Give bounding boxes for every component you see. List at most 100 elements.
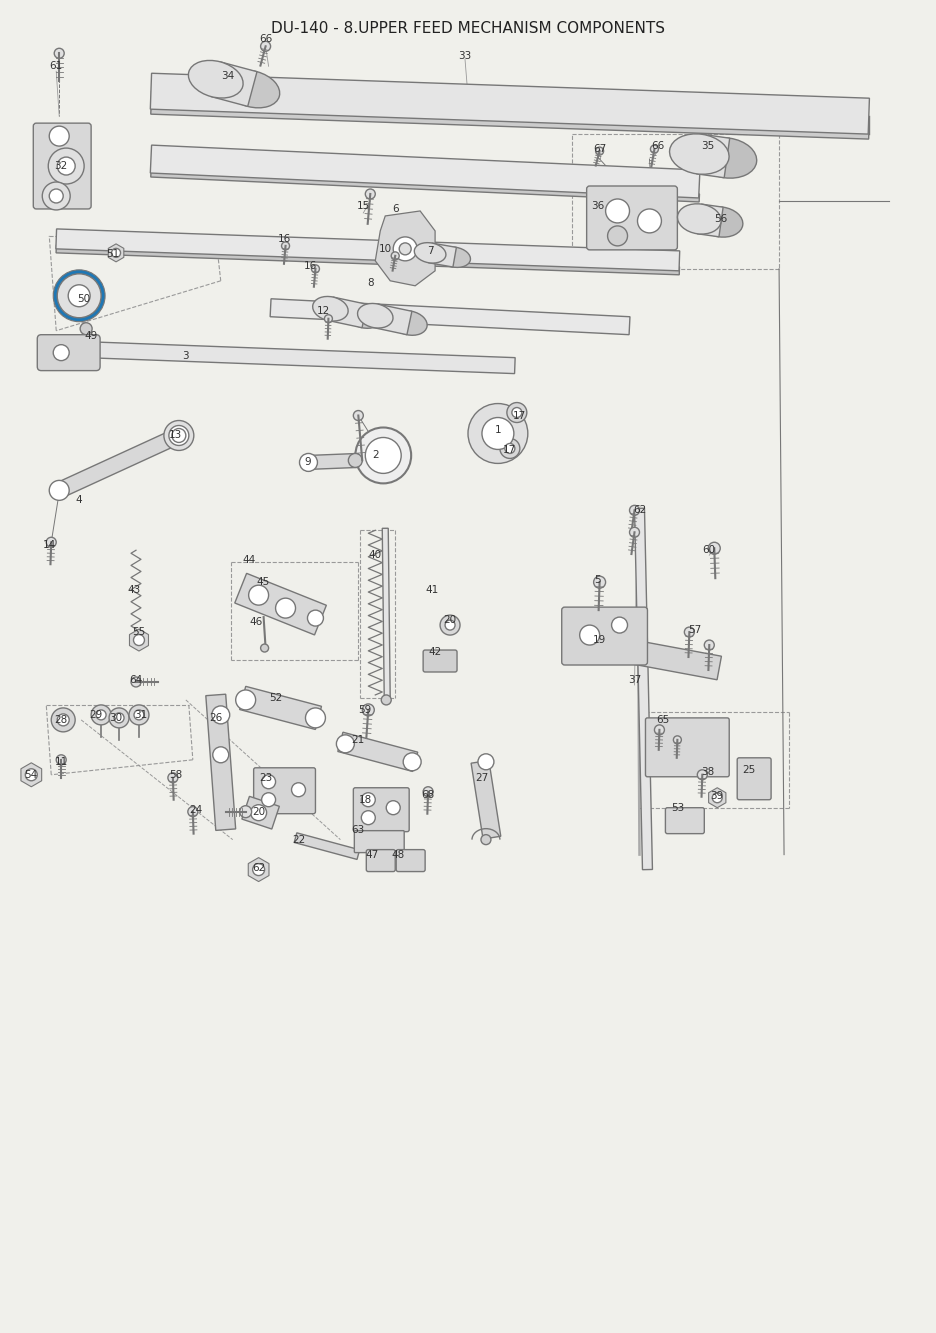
Circle shape xyxy=(704,640,714,651)
Polygon shape xyxy=(709,788,726,808)
Circle shape xyxy=(68,285,90,307)
Text: 52: 52 xyxy=(269,693,282,702)
Polygon shape xyxy=(56,229,680,271)
Circle shape xyxy=(500,439,519,459)
Polygon shape xyxy=(373,304,412,335)
Circle shape xyxy=(611,617,627,633)
Polygon shape xyxy=(635,508,652,869)
Circle shape xyxy=(253,864,265,876)
Circle shape xyxy=(50,189,64,203)
Circle shape xyxy=(49,148,84,184)
FancyBboxPatch shape xyxy=(34,123,91,209)
Text: 60: 60 xyxy=(703,545,716,556)
Text: 53: 53 xyxy=(671,802,684,813)
Polygon shape xyxy=(294,833,359,860)
Circle shape xyxy=(25,769,37,781)
Circle shape xyxy=(630,505,639,516)
Text: 44: 44 xyxy=(242,556,256,565)
Circle shape xyxy=(325,315,332,323)
Circle shape xyxy=(593,576,606,588)
Ellipse shape xyxy=(669,133,729,175)
Polygon shape xyxy=(109,244,124,261)
Polygon shape xyxy=(241,796,279,829)
Text: 31: 31 xyxy=(135,710,148,720)
Circle shape xyxy=(129,705,149,725)
Circle shape xyxy=(236,690,256,710)
Text: 7: 7 xyxy=(427,245,433,256)
Text: 62: 62 xyxy=(252,862,265,873)
FancyBboxPatch shape xyxy=(354,788,409,832)
Circle shape xyxy=(260,644,269,652)
Circle shape xyxy=(134,710,144,720)
Ellipse shape xyxy=(678,204,721,235)
Text: 55: 55 xyxy=(132,627,146,637)
Text: 63: 63 xyxy=(352,825,365,834)
Text: 29: 29 xyxy=(90,710,103,720)
Circle shape xyxy=(134,635,144,645)
Text: 49: 49 xyxy=(84,331,97,341)
Polygon shape xyxy=(271,299,630,335)
Text: 24: 24 xyxy=(189,805,202,814)
Text: 38: 38 xyxy=(701,766,714,777)
Circle shape xyxy=(697,769,708,780)
FancyBboxPatch shape xyxy=(423,651,457,672)
Circle shape xyxy=(709,543,720,555)
Circle shape xyxy=(53,345,69,361)
Circle shape xyxy=(168,773,178,782)
Circle shape xyxy=(168,425,189,445)
Text: 30: 30 xyxy=(110,713,123,722)
Text: 41: 41 xyxy=(426,585,439,595)
Circle shape xyxy=(51,708,75,732)
Circle shape xyxy=(637,209,662,233)
Ellipse shape xyxy=(313,296,348,321)
Circle shape xyxy=(164,420,194,451)
Polygon shape xyxy=(56,245,680,275)
Circle shape xyxy=(468,404,528,464)
Circle shape xyxy=(336,734,355,753)
Circle shape xyxy=(446,620,455,631)
Circle shape xyxy=(400,243,411,255)
Text: 10: 10 xyxy=(379,244,392,253)
Circle shape xyxy=(387,801,401,814)
Text: 3: 3 xyxy=(183,351,189,361)
Text: 34: 34 xyxy=(221,71,234,81)
Text: 43: 43 xyxy=(127,585,140,595)
Polygon shape xyxy=(235,573,327,635)
Text: 33: 33 xyxy=(459,51,472,61)
Circle shape xyxy=(291,782,305,797)
Circle shape xyxy=(262,793,275,806)
Polygon shape xyxy=(308,453,358,469)
Circle shape xyxy=(240,805,252,817)
Polygon shape xyxy=(212,61,257,107)
FancyBboxPatch shape xyxy=(562,607,648,665)
Text: 16: 16 xyxy=(304,261,317,271)
Polygon shape xyxy=(382,528,390,700)
Circle shape xyxy=(54,48,65,59)
Polygon shape xyxy=(328,297,367,328)
Polygon shape xyxy=(151,73,870,135)
Polygon shape xyxy=(248,857,269,881)
Polygon shape xyxy=(240,686,321,729)
Circle shape xyxy=(56,754,66,765)
Circle shape xyxy=(114,713,124,722)
Ellipse shape xyxy=(347,304,382,328)
Polygon shape xyxy=(151,169,699,203)
Text: 40: 40 xyxy=(369,551,382,560)
Text: 32: 32 xyxy=(54,161,67,171)
Text: 68: 68 xyxy=(421,789,434,800)
Ellipse shape xyxy=(415,243,446,263)
Ellipse shape xyxy=(439,247,471,268)
Circle shape xyxy=(507,403,527,423)
Text: 6: 6 xyxy=(392,204,399,215)
Text: 20: 20 xyxy=(252,806,265,817)
Circle shape xyxy=(42,183,70,211)
Circle shape xyxy=(50,127,69,147)
Text: 36: 36 xyxy=(591,201,605,211)
Text: 14: 14 xyxy=(43,540,56,551)
Text: 16: 16 xyxy=(278,233,291,244)
Text: 15: 15 xyxy=(357,201,370,211)
Text: 62: 62 xyxy=(633,505,646,516)
Text: 12: 12 xyxy=(316,305,330,316)
Circle shape xyxy=(356,428,411,484)
Text: 11: 11 xyxy=(54,757,67,766)
